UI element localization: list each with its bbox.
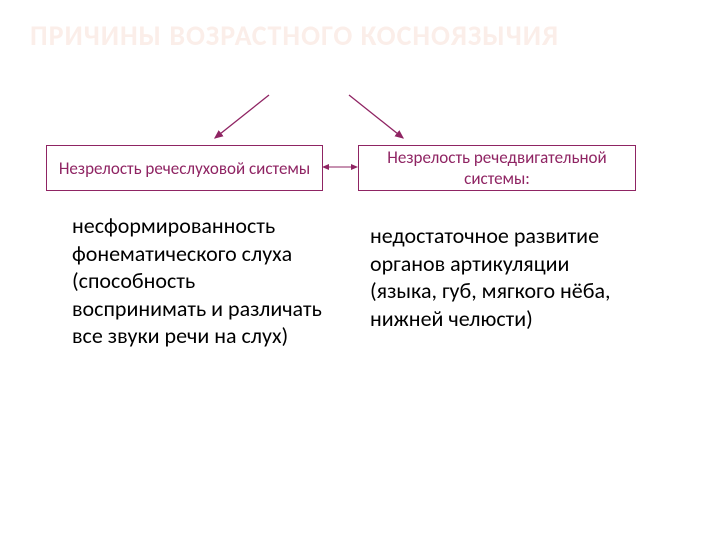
body-text-right: недостаточное развитие органов артикуляц… xyxy=(370,222,620,332)
box-speech-motor-label: Незрелость речедвигательной системы: xyxy=(367,147,627,189)
box-speech-motor: Незрелость речедвигательной системы: xyxy=(358,145,636,191)
arrow-right-line xyxy=(349,95,403,138)
box-speech-auditory: Незрелость речеслуховой системы xyxy=(46,145,323,191)
arrow-left-line xyxy=(215,95,269,138)
box-speech-auditory-label: Незрелость речеслуховой системы xyxy=(59,158,310,179)
body-text-left: несформированность фонематического слуха… xyxy=(72,212,332,350)
